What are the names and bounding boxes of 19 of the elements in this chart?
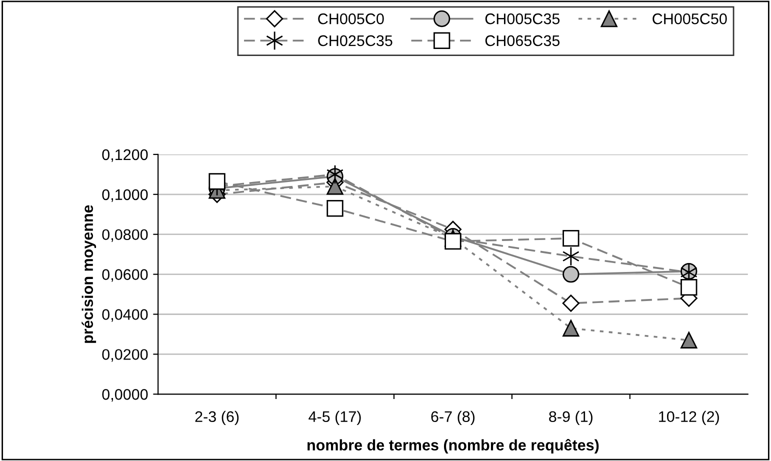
x-axis-title: nombre de termes (nombre de requêtes)	[308, 438, 599, 454]
legend-label: CH025C35	[318, 35, 392, 46]
y-tick-label: 0,1200	[102, 149, 148, 162]
y-axis-title: précision moyenne	[82, 205, 96, 343]
x-tick-label: 6-7 (8)	[431, 410, 475, 426]
legend-label: CH065C35	[485, 35, 560, 46]
x-tick-label: 4-5 (17)	[308, 410, 361, 426]
y-tick-label: 0,1000	[102, 189, 148, 202]
legend-label: CH005C0	[318, 13, 384, 24]
legend-label: CH005C50	[652, 13, 727, 24]
y-tick-label: 0,0600	[102, 269, 148, 282]
y-tick-label: 0,0400	[102, 309, 148, 322]
legend-label: CH005C35	[485, 13, 560, 24]
y-tick-label: 0,0200	[102, 349, 148, 362]
x-tick-label: 8-9 (1)	[549, 410, 592, 426]
x-tick-label: 2-3 (6)	[195, 410, 239, 426]
y-tick-label: 0,0000	[102, 389, 148, 402]
x-tick-label: 10-12 (2)	[659, 410, 719, 426]
y-tick-label: 0,0800	[102, 229, 148, 242]
